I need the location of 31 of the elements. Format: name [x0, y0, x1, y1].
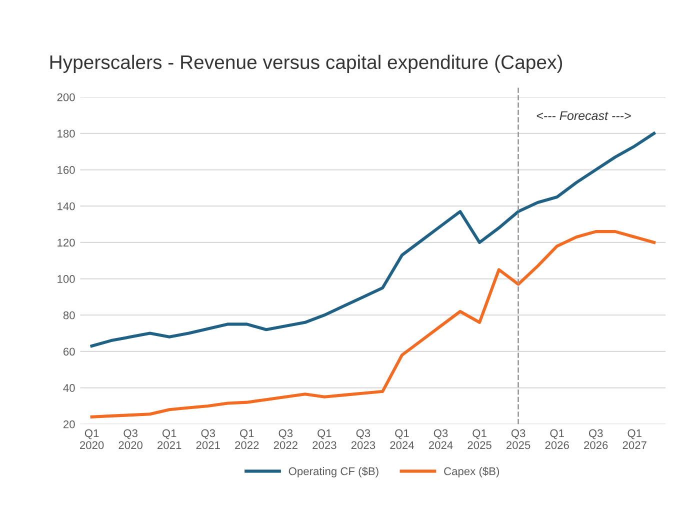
x-tick-label: Q1 2025 [468, 429, 492, 450]
line-series [90, 230, 656, 418]
y-tick-label: 140 [58, 202, 75, 210]
x-tick-label: Q3 2021 [196, 429, 220, 450]
x-tick-label: Q3 2020 [118, 429, 142, 450]
x-tick-label: Q1 2027 [622, 429, 646, 450]
x-tick-label: Q1 2022 [235, 429, 259, 450]
x-tick-label: Q1 2026 [545, 429, 569, 450]
x-tick-label: Q1 2020 [80, 429, 104, 450]
y-tick-label: 20 [63, 420, 75, 428]
x-tick-label: Q3 2025 [506, 429, 530, 450]
x-tick-label: Q3 2024 [428, 429, 453, 450]
y-tick-label: 160 [58, 166, 75, 174]
y-tick-label: 180 [58, 130, 75, 138]
legend-label: Operating CF ($B) [288, 466, 378, 478]
line-series [90, 132, 656, 348]
annotation: <--- Forecast ---> [536, 111, 631, 120]
x-tick-label: Q1 2024 [390, 429, 414, 450]
x-tick-label: Q3 2023 [351, 429, 376, 450]
x-tick-label: Q3 2026 [584, 429, 608, 450]
y-tick-label: 40 [63, 384, 75, 392]
x-tick-label: Q1 2023 [312, 429, 336, 450]
legend-label: Capex ($B) [444, 466, 500, 478]
x-tick-label: Q3 2022 [274, 429, 298, 450]
x-tick-label: Q1 2021 [158, 429, 182, 450]
y-tick-label: 80 [63, 311, 75, 320]
y-tick-label: 120 [58, 238, 75, 247]
y-tick-label: 60 [64, 348, 75, 356]
chart-title: Hyperscalers - Revenue versus capital expenditure (Capex) [50, 54, 562, 73]
y-tick-label: 100 [58, 275, 75, 283]
y-tick-label: 200 [57, 93, 75, 102]
